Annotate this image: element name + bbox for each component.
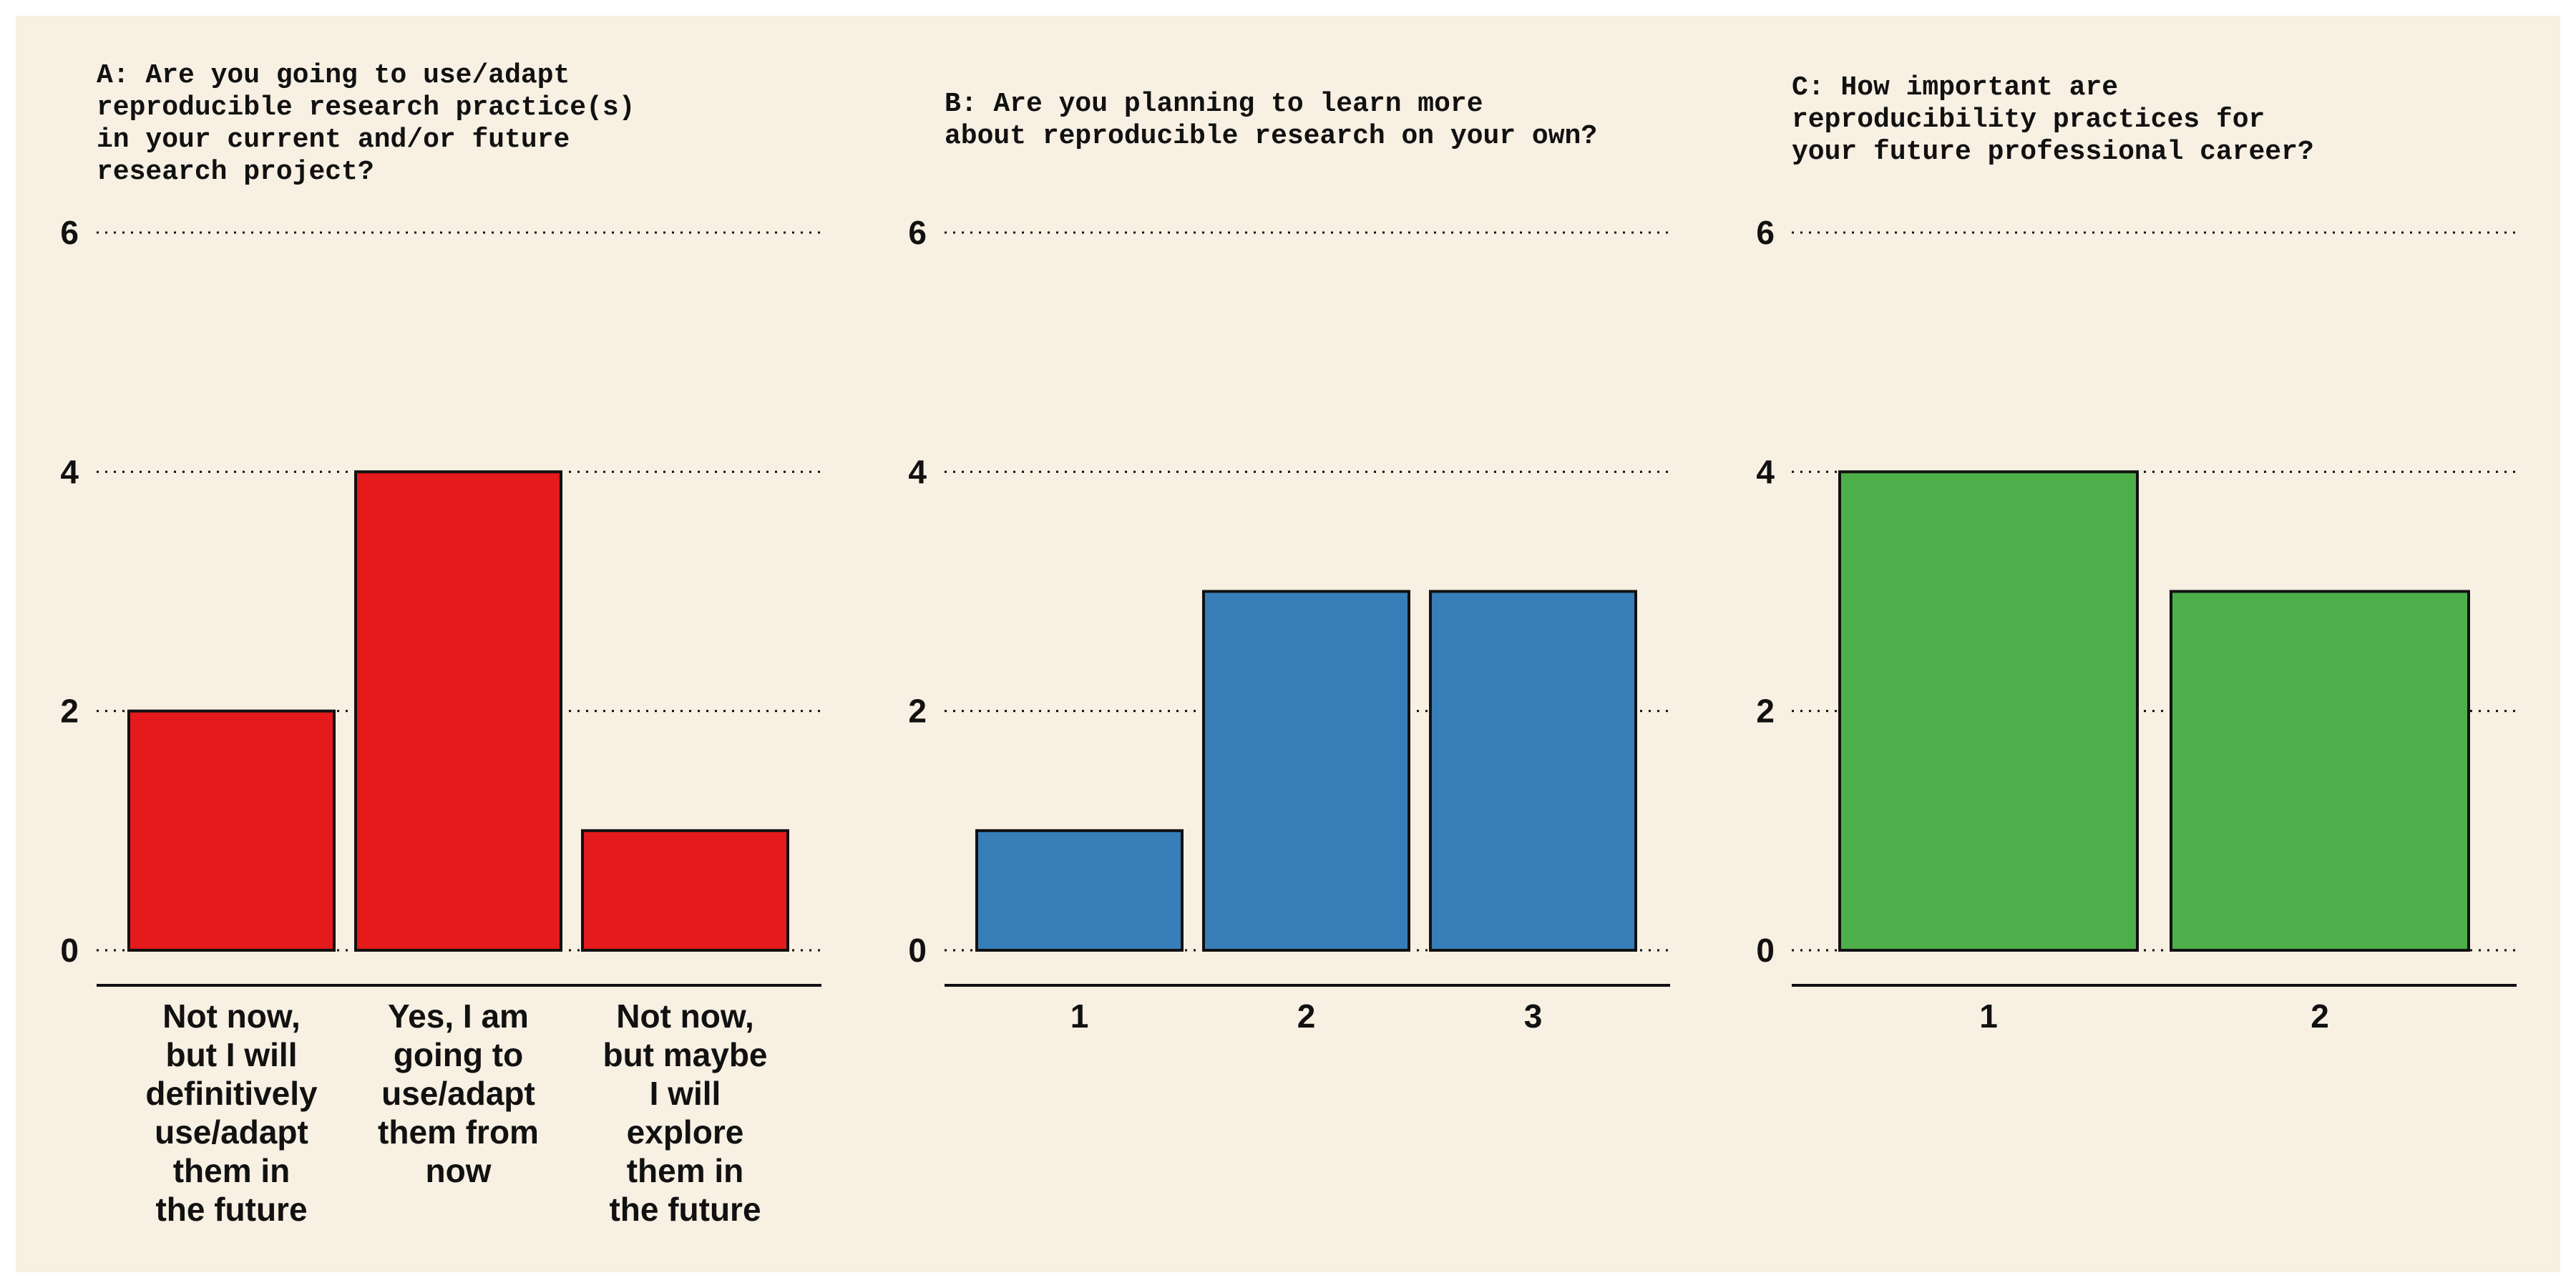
y-tick-label: 0 [60, 932, 79, 969]
y-tick-label: 6 [1756, 214, 1775, 251]
bar [581, 829, 789, 952]
x-tick-label: Yes, I am going to use/adapt them from now [378, 997, 539, 1189]
y-tick-label: 6 [60, 214, 79, 251]
y-tick-label: 4 [1756, 453, 1775, 490]
panel-c: C: How important are reproducibility prac… [1756, 72, 2517, 1035]
x-tick-label-line: definitively [145, 1075, 318, 1112]
chart-title-line: reproducibility practices for [1792, 104, 2265, 135]
chart-title: A: Are you going to use/adapt reproducibl… [97, 60, 635, 187]
x-tick-label-line: 2 [1297, 997, 1316, 1035]
x-tick-label-line: the future [155, 1191, 307, 1228]
panel-b: B: Are you planning to learn more about r… [908, 89, 1670, 1035]
bar [1429, 590, 1637, 952]
y-tick-label: 0 [1756, 932, 1775, 969]
y-tick-label: 4 [908, 453, 927, 490]
chart-title-line: reproducible research practice(s) [97, 92, 635, 123]
y-tick-label: 2 [60, 693, 79, 730]
x-tick-label: Not now, but I will definitively use/adapt t… [145, 997, 318, 1228]
x-tick-label-line: them from [378, 1113, 539, 1151]
x-tick-label-line: but maybe [602, 1036, 767, 1073]
chart-title-line: in your current and/or future [97, 125, 570, 155]
chart-title-line: research project? [97, 157, 374, 187]
x-tick-label: Not now, but maybe I will explore them in the… [602, 997, 767, 1228]
chart-title-line: A: Are you going to use/adapt [97, 60, 570, 91]
x-tick-label: 2 [2311, 997, 2329, 1035]
x-tick-label-line: now [426, 1152, 492, 1189]
x-tick-label-line: explore [627, 1113, 744, 1151]
x-tick-label-line: Yes, I am [388, 997, 529, 1035]
x-tick-label-line: but I will [166, 1036, 298, 1073]
bar [354, 470, 562, 952]
x-tick-label-line: going to [394, 1036, 523, 1073]
x-tick-label-line: 2 [2311, 997, 2329, 1035]
bar [2170, 590, 2470, 952]
x-tick-label-line: Not now, [162, 997, 300, 1035]
bar [127, 709, 336, 952]
x-tick-label: 3 [1524, 997, 1543, 1035]
x-tick-label-line: 1 [1979, 997, 1998, 1035]
panel-a: A: Are you going to use/adapt reproducibl… [60, 60, 821, 1228]
x-tick-label-line: use/adapt [381, 1075, 535, 1112]
y-tick-label: 2 [1756, 693, 1775, 730]
bar [1202, 590, 1410, 952]
y-tick-label: 4 [60, 453, 79, 490]
chart-title: C: How important are reproducibility prac… [1792, 72, 2314, 167]
x-tick-label: 1 [1979, 997, 1998, 1035]
bar [1838, 470, 2139, 952]
y-tick-label: 2 [908, 693, 927, 730]
chart-title-line: your future professional career? [1792, 137, 2314, 167]
chart-title-line: C: How important are [1792, 72, 2118, 103]
x-tick-label-line: the future [609, 1191, 761, 1228]
x-tick-label-line: 3 [1524, 997, 1543, 1035]
x-tick-label: 1 [1070, 997, 1089, 1035]
x-tick-label-line: use/adapt [155, 1113, 308, 1151]
chart-title-line: B: Are you planning to learn more [945, 89, 1483, 119]
x-tick-label: 2 [1297, 997, 1316, 1035]
x-tick-label-line: Not now, [616, 997, 753, 1035]
chart-title: B: Are you planning to learn more about r… [945, 89, 1597, 152]
bar [975, 829, 1184, 952]
y-tick-label: 0 [908, 932, 927, 969]
x-tick-label-line: I will [650, 1075, 721, 1112]
x-tick-label-line: them in [173, 1152, 291, 1189]
y-tick-label: 6 [908, 214, 927, 251]
x-tick-label-line: 1 [1070, 997, 1089, 1035]
chart-title-line: about reproducible research on your own? [945, 121, 1597, 152]
x-tick-label-line: them in [627, 1152, 744, 1189]
